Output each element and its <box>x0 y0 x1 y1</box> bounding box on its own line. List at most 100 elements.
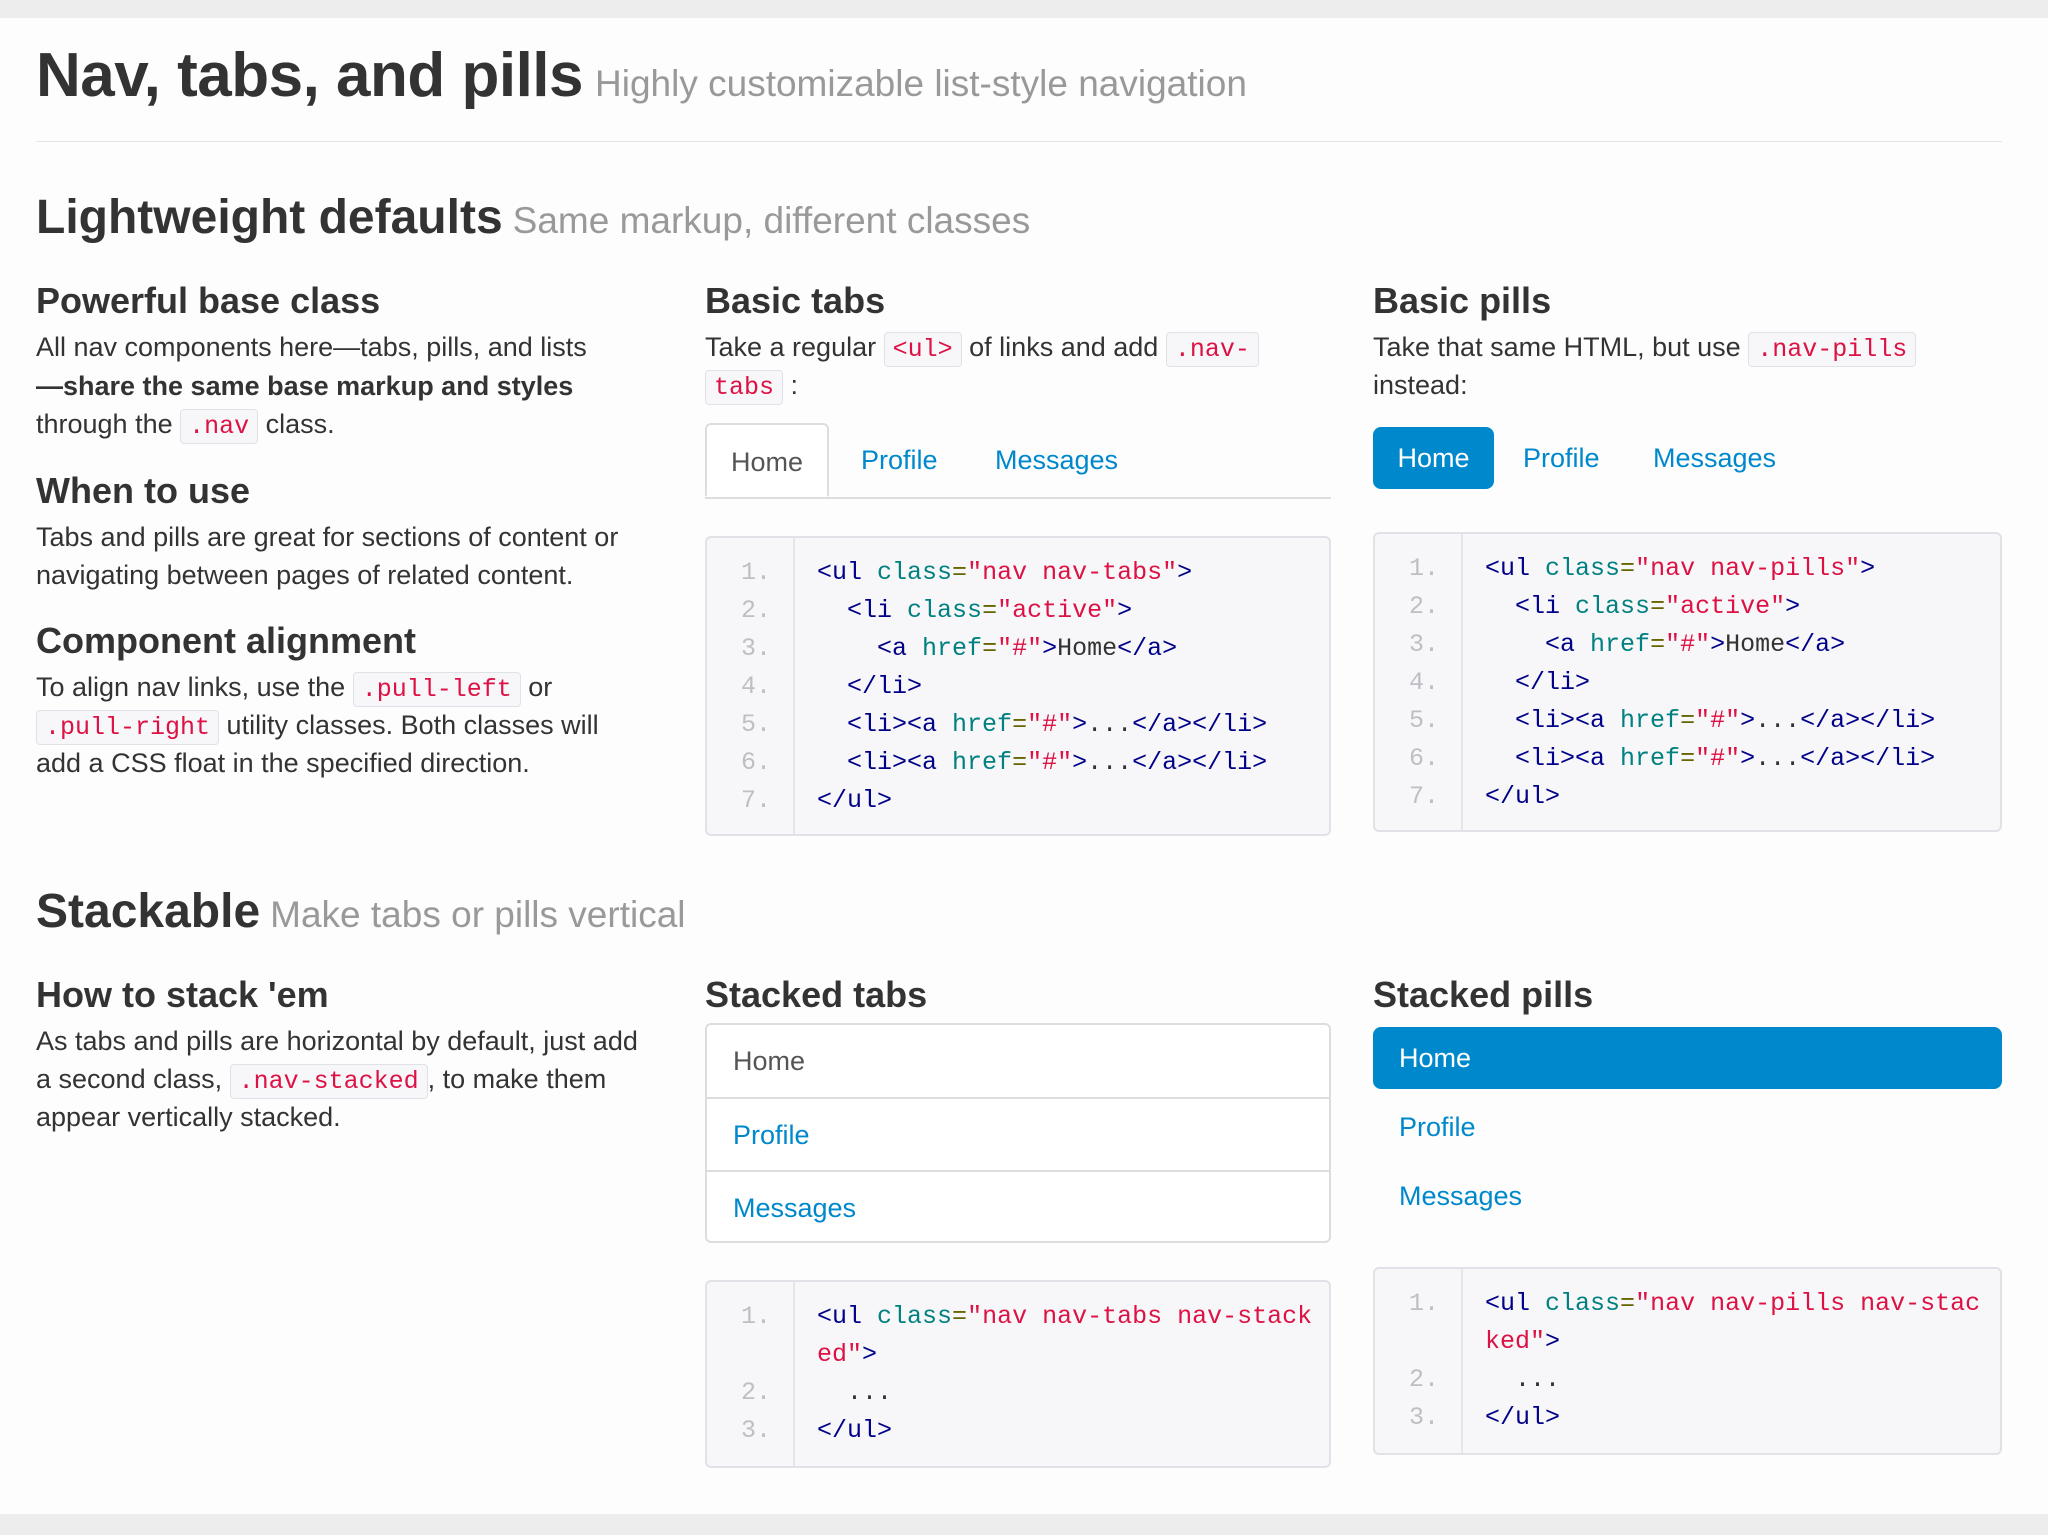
stacked-tab-home[interactable]: Home <box>733 1046 806 1076</box>
code-line: <li class="active"> <box>1515 592 1801 621</box>
how-to-stack-text-3: appear vertically stacked. <box>36 1102 341 1132</box>
basic-tabs-text-1: Take a regular <ul> of links and add .na… <box>705 328 1259 369</box>
line-number: 2. <box>1409 1365 1440 1394</box>
line-number: 1. <box>1409 554 1440 583</box>
base-class-heading: Powerful base class <box>36 280 381 321</box>
bottom-border <box>0 1514 2048 1535</box>
stacked-tabs-code-block: 1. 2. 3. <ul class="nav nav-tabs nav-sta… <box>705 1280 1331 1468</box>
line-number: 4. <box>1409 668 1440 697</box>
code-line: <li><a href="#">...</a></li> <box>847 748 1268 777</box>
stacked-tabs-heading: Stacked tabs <box>705 974 928 1015</box>
alignment-text-3: add a CSS float in the specified directi… <box>36 748 530 778</box>
line-number: 2. <box>1409 592 1440 621</box>
basic-tabs-text-1-pre: Take a regular <box>705 332 877 362</box>
page-subtitle: Highly customizable list-style navigatio… <box>595 63 1247 104</box>
line-number: 3. <box>741 1416 772 1445</box>
basic-tabs-heading: Basic tabs <box>705 280 886 321</box>
ul-code: <ul> <box>883 332 962 367</box>
code-line: ked"> <box>1485 1327 1561 1356</box>
stacked-pill-home[interactable]: Home <box>1373 1027 2002 1089</box>
base-class-bold-text: —share the same base markup and styles <box>36 371 574 401</box>
section-lightweight-title: Lightweight defaults Same markup, differe… <box>36 190 1030 245</box>
page-header: Nav, tabs, and pills Highly customizable … <box>36 40 1247 111</box>
code-line: ... <box>817 1378 893 1407</box>
code-line: <a href="#">Home</a> <box>1545 630 1846 659</box>
stacked-pill-profile[interactable]: Profile <box>1399 1112 1476 1142</box>
tab-messages[interactable]: Messages <box>995 445 1119 475</box>
basic-pills-text-1-pre: Take that same HTML, but use <box>1373 332 1741 362</box>
how-to-stack-text-2: a second class, .nav-stacked, to make th… <box>36 1060 606 1101</box>
code-gutter <box>707 538 795 834</box>
base-class-text-2: —share the same base markup and styles <box>36 367 573 405</box>
line-number: 3. <box>1409 1403 1440 1432</box>
nav-pills-code: .nav-pills <box>1748 332 1917 367</box>
base-class-text-1: All nav components here—tabs, pills, and… <box>36 332 587 362</box>
stacked-tab-messages[interactable]: Messages <box>733 1193 857 1223</box>
line-number: 1. <box>741 558 772 587</box>
stacked-tab-profile[interactable]: Profile <box>733 1120 810 1150</box>
nav-class-code: .nav <box>180 409 259 444</box>
stacked-tab-divider <box>707 1170 1329 1172</box>
basic-pills-text-1: Take that same HTML, but use .nav-pills <box>1373 328 1917 369</box>
base-class-text-3: through the .nav class. <box>36 405 335 446</box>
code-line: ... <box>1485 1365 1561 1394</box>
nav-stacked-code: .nav-stacked <box>229 1064 428 1099</box>
code-line: <ul class="nav nav-tabs nav-stack <box>817 1302 1313 1331</box>
basic-tabs-text-1-mid: of links and add <box>969 332 1159 362</box>
how-to-stack-heading: How to stack 'em <box>36 974 329 1015</box>
how-to-stack-text-2-pre: a second class, <box>36 1064 223 1094</box>
line-number: 2. <box>741 1378 772 1407</box>
code-gutter <box>707 1282 795 1466</box>
pill-profile[interactable]: Profile <box>1523 443 1600 473</box>
code-line: </ul> <box>817 1416 893 1445</box>
base-class-text-3-post: class. <box>265 409 335 439</box>
basic-tabs-text-2-post: : <box>790 370 799 400</box>
stacked-pills-code-block: 1. 2. 3. <ul class="nav nav-pills nav-st… <box>1373 1267 2002 1455</box>
code-line: </li> <box>1515 668 1591 697</box>
basic-pills-text-2: instead: <box>1373 370 1468 400</box>
section-stackable-title: Stackable Make tabs or pills vertical <box>36 884 686 939</box>
top-border <box>0 0 2048 18</box>
base-class-text-3-pre: through the <box>36 409 173 439</box>
code-line: <a href="#">Home</a> <box>877 634 1178 663</box>
code-line: </ul> <box>1485 782 1561 811</box>
basic-tabs-nav: Home Profile Messages <box>705 423 1331 499</box>
line-number: 4. <box>741 672 772 701</box>
code-line: </ul> <box>817 786 893 815</box>
how-to-stack-text-1: As tabs and pills are horizontal by defa… <box>36 1026 638 1056</box>
line-number: 5. <box>741 710 772 739</box>
basic-tabs-code-block: 1. 2. 3. 4. 5. 6. 7. <ul class="nav nav-… <box>705 536 1331 836</box>
tab-home[interactable]: Home <box>705 423 829 497</box>
code-line: <li class="active"> <box>847 596 1133 625</box>
line-number: 2. <box>741 596 772 625</box>
section-subtitle: Same markup, different classes <box>512 200 1031 241</box>
line-number: 7. <box>1409 782 1440 811</box>
when-to-use-text-2: navigating between pages of related cont… <box>36 560 574 590</box>
alignment-heading: Component alignment <box>36 620 416 661</box>
code-line: <li><a href="#">...</a></li> <box>1515 706 1936 735</box>
alignment-text-2-post: utility classes. Both classes will <box>226 710 599 740</box>
code-gutter <box>1375 1269 1463 1453</box>
line-number: 5. <box>1409 706 1440 735</box>
pill-home[interactable]: Home <box>1373 427 1494 489</box>
alignment-text-1-post: or <box>528 672 553 702</box>
code-line: <li><a href="#">...</a></li> <box>847 710 1268 739</box>
code-line: <ul class="nav nav-tabs"> <box>817 558 1193 587</box>
code-line: ed"> <box>817 1340 878 1369</box>
stacked-tab-divider <box>707 1097 1329 1099</box>
pull-right-code: .pull-right <box>36 710 220 745</box>
section-title: Lightweight defaults <box>36 191 503 244</box>
code-line: <li><a href="#">...</a></li> <box>1515 744 1936 773</box>
pill-messages[interactable]: Messages <box>1653 443 1777 473</box>
line-number: 7. <box>741 786 772 815</box>
code-line: <ul class="nav nav-pills nav-stac <box>1485 1289 1981 1318</box>
line-number: 6. <box>741 748 772 777</box>
tab-profile[interactable]: Profile <box>861 445 938 475</box>
code-line: </li> <box>847 672 923 701</box>
nav-tabs-code-part2: tabs <box>705 370 784 405</box>
basic-pills-code-block: 1. 2. 3. 4. 5. 6. 7. <ul class="nav nav-… <box>1373 532 2002 832</box>
when-to-use-heading: When to use <box>36 470 250 511</box>
stacked-pill-messages[interactable]: Messages <box>1399 1181 1523 1211</box>
line-number: 3. <box>741 634 772 663</box>
section-title: Stackable <box>36 885 261 938</box>
